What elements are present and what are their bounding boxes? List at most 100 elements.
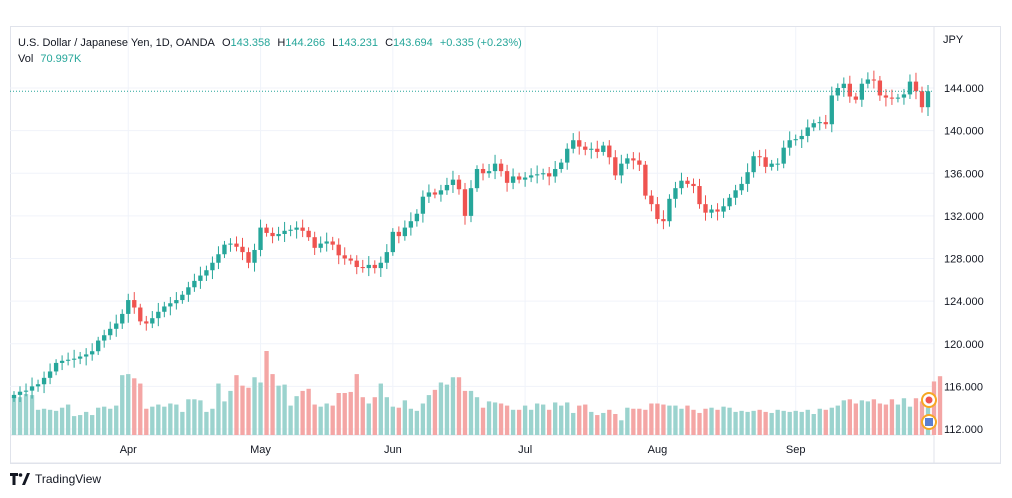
y-tick-label: 128.000 [944,254,984,266]
volume-bar [649,403,654,435]
candle-body [414,213,420,222]
volume-bar [246,387,251,435]
volume-bar [673,405,678,435]
volume-bar [637,408,642,435]
candle-body [408,221,414,228]
volume-bar [210,408,215,435]
candle-body [330,241,335,245]
candle-body [522,177,528,180]
volume-bar [889,399,895,435]
volume-bar [805,409,810,435]
candle-body [655,204,660,220]
volume-bar [378,383,383,435]
x-tick-label: May [250,444,271,456]
candle-body [565,148,570,163]
volume-bar [547,409,552,435]
candle-body [47,371,53,378]
candle-body [823,122,828,125]
volume-bar [342,393,347,435]
volume-bar [114,405,119,435]
candle-body [138,307,143,322]
volume-bar [733,411,738,435]
high-value: 144.266 [285,37,326,49]
volume-bar [312,404,317,435]
candle-body [77,356,83,359]
candle-body [294,227,299,230]
volume-bar [162,406,167,435]
volume-bar [619,420,624,435]
volume-bar [931,381,937,435]
symbol-title[interactable]: U.S. Dollar / Japanese Yen, 1D, OANDA [18,37,215,49]
volume-bar [480,407,486,435]
candle-body [787,140,792,148]
volume-bar [631,408,636,435]
candle-body [354,260,359,268]
candle-body [59,360,65,363]
candle-body [144,321,149,324]
volume-bar [787,411,792,435]
volume-bar [655,403,660,435]
candle-body [697,186,702,205]
volume-bar [438,382,444,435]
candle-body [300,227,305,231]
volume-bar [294,396,299,435]
candle-body [559,162,564,169]
candle-body [925,91,931,108]
candle-body [29,386,35,391]
volume-bar [282,384,287,435]
volume-bar [727,407,732,435]
volume-bar [372,397,377,435]
volume-bar [348,391,353,435]
volume-bar [793,410,798,435]
volume-bar [264,351,269,435]
volume-bar [71,416,77,435]
candle-body [703,204,708,213]
candle-body [649,195,654,205]
volume-bar [498,403,504,435]
candle-body [715,209,720,212]
volume-bar [29,395,35,435]
volume-bar [180,411,185,435]
candle-body [96,340,101,352]
volume-bar [865,401,871,435]
candle-body [721,206,726,212]
candle-body [601,145,606,152]
event-marker-dot [925,396,933,404]
volume-bar [895,404,901,435]
candle-body [841,83,846,88]
candle-body [420,196,426,214]
candle-body [480,168,486,174]
candle-body [366,264,371,269]
candle-body [402,227,408,237]
volume-bars [11,351,943,435]
candle-body [775,163,780,165]
event-markers[interactable] [921,392,937,430]
candle-body [679,180,684,189]
volume-bar [53,410,59,435]
volume-bar [763,411,768,435]
volume-bar [679,408,684,435]
volume-bar [553,402,558,435]
candle-body [516,176,522,180]
volume-bar [709,407,714,435]
close-value: 143.694 [393,37,433,49]
candle-body [540,173,546,175]
candle-body [673,188,678,199]
volume-bar [420,403,426,435]
candle-body [270,232,275,237]
candle-body [438,190,444,195]
candle-body [126,300,131,314]
candle-body [619,163,624,176]
candle-body [817,122,822,124]
volume-bar [240,385,245,435]
volume-bar [390,406,395,435]
candle-body [396,231,402,237]
volume-bar [65,404,71,435]
candle-body [613,157,618,176]
volume-bar [835,405,840,435]
footer-brand[interactable]: TradingView [10,472,101,486]
candle-body [877,80,883,96]
candle-body [895,97,901,99]
volume-bar [354,374,359,435]
